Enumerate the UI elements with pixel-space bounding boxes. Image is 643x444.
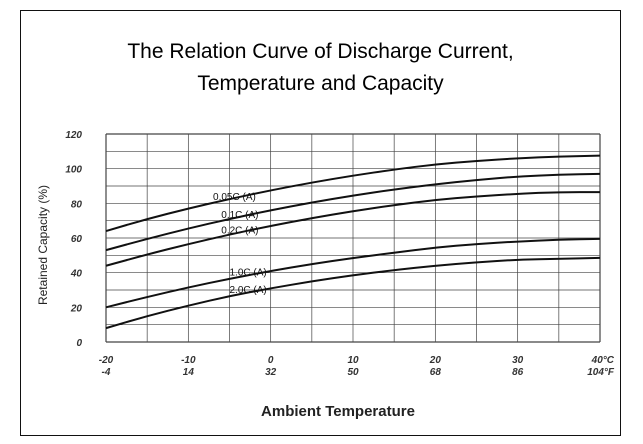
- x-tick-label-c: 20: [429, 355, 442, 366]
- x-tick-label-c: 0: [268, 355, 274, 366]
- series-line-4: [105, 256, 601, 330]
- series-label-4: 2.0C (A): [230, 285, 267, 296]
- chart-labels: 0.05C (A) 0.1C (A) 0.2C (A) 1.0C (A) 2.0C (A…: [213, 192, 267, 296]
- x-tick-label-c: 30: [512, 355, 524, 366]
- chart-title-line2: Temperature and Capacity: [197, 72, 444, 95]
- x-tick-label-c: 10: [347, 355, 359, 366]
- y-tick-labels: 0 20 40 60 80 100 120: [65, 130, 82, 349]
- x-tick-label-f: 32: [265, 367, 277, 378]
- chart-frame: [20, 10, 621, 436]
- y-tick-label: 60: [71, 234, 83, 245]
- y-tick-label: 0: [76, 338, 82, 349]
- x-tick-label-f: 86: [512, 367, 524, 378]
- x-tick-label-f: 50: [347, 367, 359, 378]
- chart-title-line1: The Relation Curve of Discharge Current,: [127, 40, 514, 63]
- chart-curves: [105, 154, 601, 330]
- x-tick-label-f: 104°F: [587, 367, 615, 378]
- series-label-1: 0.1C (A): [221, 210, 258, 221]
- x-tick-label-f: -4: [102, 367, 111, 378]
- series-line-1: [105, 172, 601, 252]
- x-tick-label-c: -20: [99, 355, 114, 366]
- series-label-3: 1.0C (A): [230, 268, 267, 279]
- chart-grid: [105, 133, 601, 343]
- y-tick-label: 40: [70, 269, 83, 280]
- series-line-3: [105, 237, 601, 309]
- x-tick-label-c: 40°C: [591, 355, 615, 366]
- x-axis-label: Ambient Temperature: [261, 403, 415, 420]
- y-tick-label: 100: [65, 165, 82, 176]
- x-tick-label-c: -10: [181, 355, 196, 366]
- series-label-2: 0.2C (A): [221, 225, 258, 236]
- x-tick-label-f: 68: [430, 367, 442, 378]
- y-tick-label: 20: [70, 303, 83, 314]
- y-tick-label: 120: [65, 130, 82, 141]
- y-tick-label: 80: [71, 199, 83, 210]
- series-line-0: [105, 154, 601, 233]
- series-line-2: [105, 191, 600, 267]
- y-axis-label: Retained Capacity (%): [36, 185, 50, 305]
- x-tick-label-f: 14: [183, 367, 195, 378]
- series-label-0: 0.05C (A): [213, 192, 256, 203]
